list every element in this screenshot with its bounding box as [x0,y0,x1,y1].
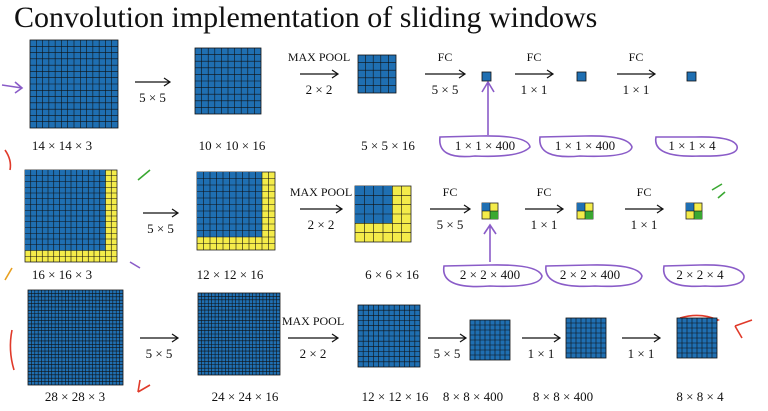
arrow [430,204,472,214]
operation-name: FC [443,185,458,199]
feature-map [686,71,697,82]
dimension-label: 2 × 2 × 400 [560,267,620,282]
feature-map [481,71,492,82]
dimension-label: 2 × 2 × 4 [676,267,724,282]
dimension-label: 12 × 12 × 16 [197,267,264,282]
operation-name: MAX POOL [290,185,352,199]
operation-size: 5 × 5 [147,221,174,236]
feature-map [576,71,587,82]
feature-map [194,47,262,115]
dimension-label: 8 × 8 × 400 [443,389,503,404]
arrow [525,204,565,214]
dimension-label: 12 × 12 × 16 [362,389,429,404]
operation-size: 1 × 1 [521,82,548,97]
operation-size: 1 × 1 [528,346,555,361]
feature-map [354,185,412,243]
block [357,54,397,94]
operation-name: FC [637,185,652,199]
operation-name: FC [629,50,644,64]
feature-map [196,171,276,251]
center-region [490,211,498,219]
center-region [482,203,490,211]
arrow [617,69,657,79]
arrow [143,208,180,218]
slide-title: Convolution implementation of sliding wi… [14,1,597,34]
operation-name: FC [438,50,453,64]
feature-map [685,202,703,220]
operation-size: 5 × 5 [437,217,464,232]
dimension-label: 24 × 24 × 16 [212,389,279,404]
operation-size: 1 × 1 [628,346,655,361]
arrow [140,333,180,343]
operation-size: 2 × 2 [306,82,333,97]
dimension-label: 2 × 2 × 400 [460,267,520,282]
feature-map [24,169,118,263]
feature-map [27,289,124,386]
feature-map [676,317,718,359]
arrow [428,333,468,343]
dimension-label: 8 × 8 × 400 [533,389,593,404]
dimension-label: 10 × 10 × 16 [199,138,266,153]
feature-map [565,317,607,359]
feature-map [469,319,511,361]
arrow [135,77,172,87]
dimension-label: 1 × 1 × 400 [555,138,615,153]
operation-name: FC [527,50,542,64]
center-region [694,211,702,219]
operation-name: MAX POOL [288,50,350,64]
operation-size: 5 × 5 [432,82,459,97]
dimension-label: 14 × 14 × 3 [32,138,92,153]
arrow [300,204,344,214]
block [686,71,697,82]
arrow [625,204,665,214]
operation-size: 5 × 5 [139,90,166,105]
center-region [585,211,593,219]
dimension-label: 28 × 28 × 3 [45,389,105,404]
arrow [515,69,555,79]
dimension-label: 6 × 6 × 16 [365,267,419,282]
block [576,71,587,82]
feature-map [576,202,594,220]
operation-name: FC [537,185,552,199]
feature-map [197,292,281,376]
feature-map [357,304,421,368]
dimension-label: 8 × 8 × 4 [676,389,724,404]
feature-map [357,54,397,94]
operation-size: 5 × 5 [146,346,173,361]
arrow [622,333,662,343]
dimension-label: 1 × 1 × 400 [455,138,515,153]
arrow [425,69,467,79]
dimension-label: 5 × 5 × 16 [361,138,415,153]
arrow [300,69,340,79]
arrow [288,333,340,343]
operation-size: 1 × 1 [631,217,658,232]
operation-name: MAX POOL [282,314,344,328]
operation-size: 5 × 5 [434,346,461,361]
operation-size: 1 × 1 [531,217,558,232]
operation-size: 2 × 2 [300,346,327,361]
center-region [577,203,585,211]
dimension-label: 1 × 1 × 4 [668,138,716,153]
feature-map [481,202,499,220]
dimension-label: 16 × 16 × 3 [32,267,92,282]
operation-size: 1 × 1 [623,82,650,97]
feature-map [29,39,119,129]
operation-size: 2 × 2 [308,217,335,232]
arrow [522,333,562,343]
block [481,71,492,82]
center-region [686,203,694,211]
